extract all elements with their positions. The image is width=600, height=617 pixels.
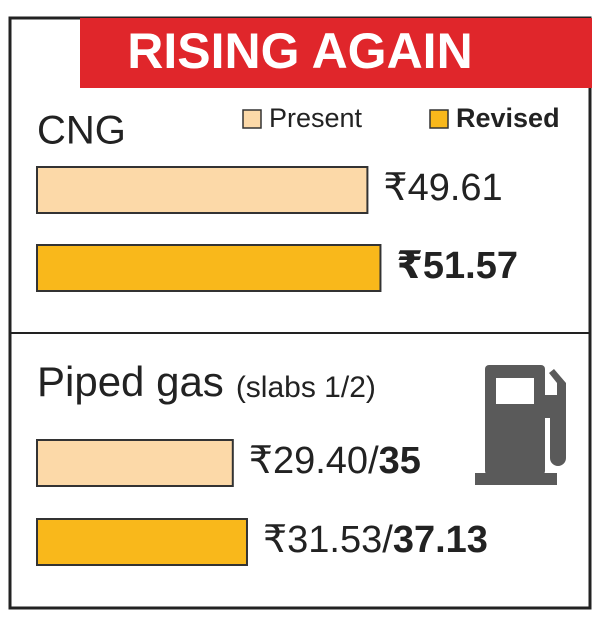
fuel-pump-icon [475,365,566,485]
bar [36,166,369,214]
bar [36,439,234,487]
panel-title: CNG [37,109,126,153]
bar [36,518,248,566]
value-label: ₹29.40/ [249,440,379,482]
title: RISING AGAIN [127,23,472,79]
bar [36,244,382,292]
value-label: ₹31.53/ [263,519,393,561]
value-label: ₹49.61 [383,167,502,209]
value-label: ₹51.57 [396,245,518,287]
panel-title: Piped gas [37,358,224,405]
title-banner [80,18,592,88]
legend-label: Revised [456,103,560,133]
value-label: 37.13 [393,519,488,561]
legend-swatch [429,109,449,129]
panel-subtitle: (slabs 1/2) [236,371,376,404]
value-label: 35 [379,440,421,482]
legend-label: Present [269,103,363,133]
legend-swatch [242,109,262,129]
